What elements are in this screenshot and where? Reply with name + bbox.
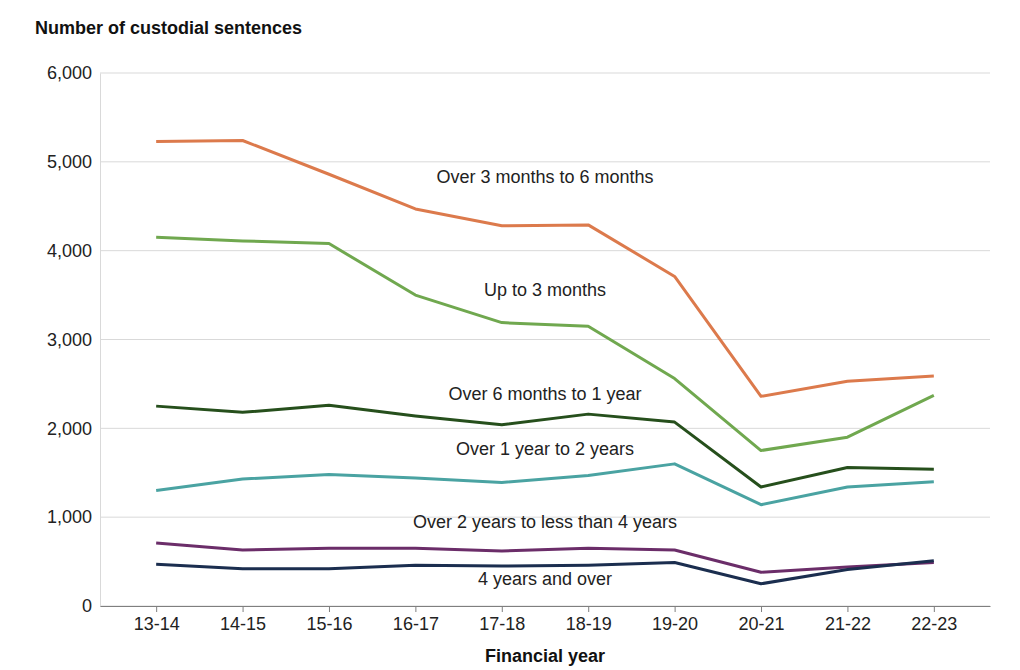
y-tick-label: 1,000 — [47, 507, 92, 527]
x-tick-mark — [588, 606, 589, 612]
y-tick: 3,000 — [47, 330, 100, 350]
x-tick-mark — [243, 606, 244, 612]
x-axis-title: Financial year — [485, 646, 605, 666]
x-tick: 13-14 — [134, 606, 180, 634]
x-tick-mark — [415, 606, 416, 612]
x-tick: 18-19 — [566, 606, 612, 634]
y-tick-label: 4,000 — [47, 241, 92, 261]
chart: 0 1,000 2,000 3,000 4,000 5,000 6,000 13-14 14-1… — [0, 0, 1020, 670]
series-line — [156, 464, 934, 505]
x-tick-label: 22-23 — [911, 614, 957, 634]
lines — [156, 141, 934, 584]
series-line — [156, 405, 934, 487]
y-axis-title: Number of custodial sentences — [35, 18, 302, 38]
grid-line — [100, 73, 990, 74]
grid-line — [100, 339, 990, 340]
x-tick: 20-21 — [738, 606, 784, 634]
x-tick-label: 14-15 — [220, 614, 266, 634]
x-tick: 17-18 — [479, 606, 525, 634]
x-tick-label: 21-22 — [825, 614, 871, 634]
x-tick: 15-16 — [306, 606, 352, 634]
y-tick-label: 2,000 — [47, 419, 92, 439]
x-tick-label: 13-14 — [134, 614, 180, 634]
x-tick-mark — [761, 606, 762, 612]
x-tick-label: 19-20 — [652, 614, 698, 634]
y-tick-label: 3,000 — [47, 330, 92, 350]
x-tick-label: 16-17 — [393, 614, 439, 634]
plot: 0 1,000 2,000 3,000 4,000 5,000 6,000 13-14 14-1… — [47, 63, 991, 634]
grid-line — [100, 606, 990, 607]
y-tick: 5,000 — [47, 152, 100, 172]
y-tick-label: 5,000 — [47, 152, 92, 172]
x-tick: 22-23 — [911, 606, 957, 634]
x-tick-label: 20-21 — [738, 614, 784, 634]
grid-line — [100, 161, 990, 162]
x-tick: 14-15 — [220, 606, 266, 634]
y-axis: 0 1,000 2,000 3,000 4,000 5,000 6,000 — [47, 63, 101, 616]
x-tick-mark — [847, 606, 848, 612]
y-tick-label: 0 — [82, 596, 92, 616]
series-label: Over 1 year to 2 years — [456, 439, 634, 459]
y-tick: 6,000 — [47, 63, 100, 83]
y-tick: 0 — [82, 596, 100, 616]
x-tick-mark — [502, 606, 503, 612]
x-tick-mark — [156, 606, 157, 612]
grid-line — [100, 428, 990, 429]
grid-line — [100, 250, 990, 251]
series-label: Over 3 months to 6 months — [436, 167, 653, 187]
series-label: Over 2 years to less than 4 years — [413, 512, 677, 532]
x-axis-line — [101, 606, 991, 607]
x-tick: 16-17 — [393, 606, 439, 634]
x-tick-label: 15-16 — [306, 614, 352, 634]
x-axis: 13-14 14-15 15-16 16-17 17-18 18-19 19-20 20-21… — [101, 606, 991, 634]
series-label: Over 6 months to 1 year — [448, 384, 641, 404]
x-tick-label: 17-18 — [479, 614, 525, 634]
y-tick: 2,000 — [47, 419, 100, 439]
y-tick-label: 6,000 — [47, 63, 92, 83]
x-tick: 19-20 — [652, 606, 698, 634]
x-tick-mark — [675, 606, 676, 612]
x-tick: 21-22 — [825, 606, 871, 634]
series-label: 4 years and over — [478, 569, 612, 589]
series-label: Up to 3 months — [484, 280, 606, 300]
y-tick: 1,000 — [47, 507, 100, 527]
x-tick-label: 18-19 — [566, 614, 612, 634]
y-axis-line — [100, 74, 101, 607]
grid — [100, 73, 990, 606]
x-tick-mark — [329, 606, 330, 612]
y-tick: 4,000 — [47, 241, 100, 261]
series-line — [156, 141, 934, 397]
x-tick-mark — [934, 606, 935, 612]
